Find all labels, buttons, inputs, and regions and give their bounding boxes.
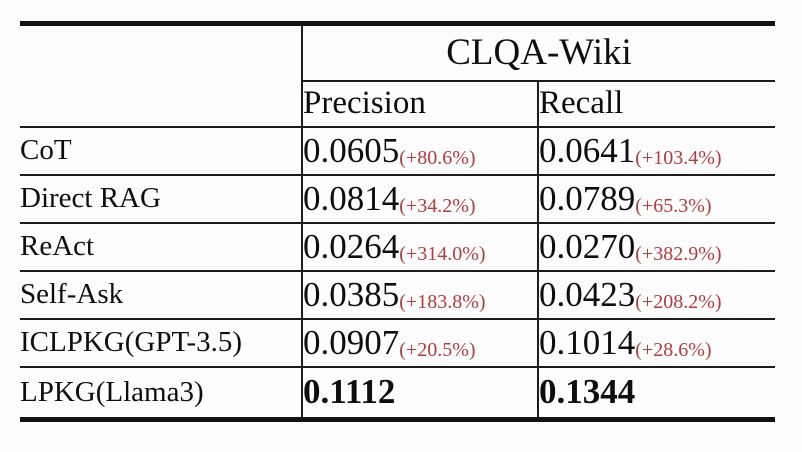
value-number: 0.0385 bbox=[303, 274, 400, 314]
recall-value: 0.0423(+208.2%) bbox=[536, 269, 776, 319]
method-label: ICLPKG(GPT-3.5) bbox=[20, 317, 302, 367]
method-label: CoT bbox=[20, 125, 302, 175]
recall-value: 0.1344 bbox=[536, 365, 776, 420]
precision-value: 0.1112 bbox=[301, 365, 538, 420]
table-row-direct-rag: Direct RAG 0.0814(+34.2%) 0.0789(+65.3%) bbox=[20, 173, 776, 223]
delta-annotation: (+183.8%) bbox=[399, 290, 486, 313]
group-header-row: CLQA-Wiki bbox=[20, 23, 776, 82]
precision-value: 0.0814(+34.2%) bbox=[301, 173, 538, 223]
value-number: 0.0814 bbox=[303, 178, 400, 218]
precision-value: 0.0605(+80.6%) bbox=[301, 125, 538, 175]
delta-annotation: (+80.6%) bbox=[399, 146, 476, 169]
value-number: 0.0641 bbox=[539, 130, 636, 170]
recall-value: 0.0641(+103.4%) bbox=[536, 125, 776, 175]
value-number: 0.0264 bbox=[303, 226, 400, 266]
col-header-precision: Precision bbox=[301, 80, 538, 127]
table-row-react: ReAct 0.0264(+314.0%) 0.0270(+382.9%) bbox=[20, 221, 776, 271]
corner-spacer bbox=[20, 24, 302, 127]
dataset-group-header: CLQA-Wiki bbox=[300, 23, 776, 82]
recall-value: 0.0789(+65.3%) bbox=[536, 173, 776, 223]
delta-annotation: (+103.4%) bbox=[635, 146, 722, 169]
precision-value: 0.0385(+183.8%) bbox=[301, 269, 538, 319]
table-row-cot: CoT 0.0605(+80.6%) 0.0641(+103.4%) bbox=[20, 125, 776, 175]
table-row-self-ask: Self-Ask 0.0385(+183.8%) 0.0423(+208.2%) bbox=[20, 269, 776, 319]
method-label: LPKG(Llama3) bbox=[20, 365, 302, 420]
delta-annotation: (+208.2%) bbox=[635, 290, 722, 313]
delta-annotation: (+34.2%) bbox=[399, 194, 476, 217]
value-number: 0.1014 bbox=[539, 322, 636, 362]
precision-value: 0.0907(+20.5%) bbox=[301, 317, 538, 367]
value-number: 0.0270 bbox=[539, 226, 636, 266]
value-number: 0.0907 bbox=[303, 322, 400, 362]
value-number: 0.1344 bbox=[539, 372, 636, 412]
method-label: ReAct bbox=[20, 221, 302, 271]
value-number: 0.0423 bbox=[539, 274, 636, 314]
recall-value: 0.1014(+28.6%) bbox=[536, 317, 776, 367]
delta-annotation: (+314.0%) bbox=[399, 242, 486, 265]
col-header-recall: Recall bbox=[536, 80, 776, 127]
value-number: 0.0605 bbox=[303, 130, 400, 170]
column-header-row: Precision Recall bbox=[20, 80, 776, 127]
table-row-lpkg: LPKG(Llama3) 0.1112 0.1344 bbox=[20, 365, 776, 420]
method-label: Direct RAG bbox=[20, 173, 302, 223]
results-table: CLQA-Wiki Precision Recall CoT 0.0605(+8… bbox=[20, 21, 776, 422]
delta-annotation: (+20.5%) bbox=[399, 338, 476, 361]
value-number: 0.1112 bbox=[303, 372, 396, 412]
value-number: 0.0789 bbox=[539, 178, 636, 218]
table-row-iclpkg: ICLPKG(GPT-3.5) 0.0907(+20.5%) 0.1014(+2… bbox=[20, 317, 776, 367]
delta-annotation: (+28.6%) bbox=[635, 338, 712, 361]
delta-annotation: (+65.3%) bbox=[635, 194, 712, 217]
method-label: Self-Ask bbox=[20, 269, 302, 319]
precision-value: 0.0264(+314.0%) bbox=[301, 221, 538, 271]
delta-annotation: (+382.9%) bbox=[635, 242, 722, 265]
recall-value: 0.0270(+382.9%) bbox=[536, 221, 776, 271]
